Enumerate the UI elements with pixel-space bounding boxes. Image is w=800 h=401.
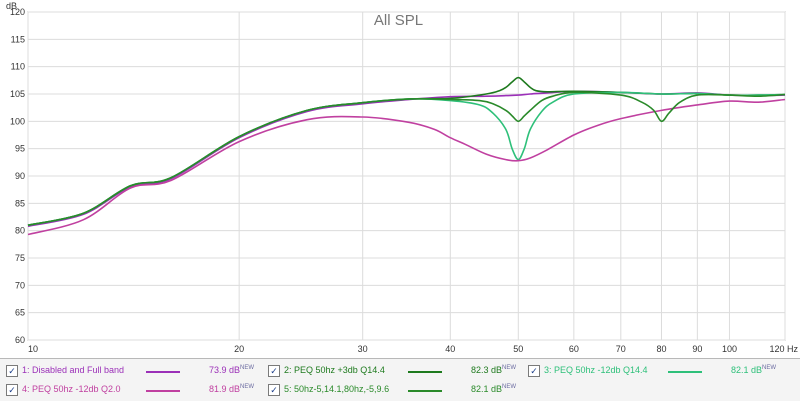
- x-tick-label: 50: [513, 344, 523, 354]
- legend-spl-value: 82.1 dBNEW: [706, 365, 776, 375]
- legend-new-badge: NEW: [762, 365, 776, 371]
- x-tick-label: 20: [234, 344, 244, 354]
- grid: [27, 11, 786, 341]
- x-tick-label: 10: [28, 344, 38, 354]
- y-tick-label: 60: [15, 335, 25, 345]
- x-tick-label: 90: [692, 344, 702, 354]
- legend-new-badge: NEW: [240, 384, 254, 390]
- legend-spl-value: 82.3 dBNEW: [446, 365, 516, 375]
- legend-label: 2: PEQ 50hz +3db Q14.4: [284, 365, 385, 375]
- y-tick-label: 115: [11, 34, 25, 44]
- y-tick-label: 75: [15, 253, 25, 263]
- legend: ✓ 1: Disabled and Full band 73.9 dBNEW ✓ 2: …: [0, 358, 800, 401]
- legend-label: 3: PEQ 50hz -12db Q14.4: [544, 365, 648, 375]
- legend-new-badge: NEW: [502, 365, 516, 371]
- x-tick-label: 120 Hz: [769, 344, 798, 354]
- y-tick-label: 70: [15, 280, 25, 290]
- x-tick-label: 60: [569, 344, 579, 354]
- legend-item-2: ✓ 2: PEQ 50hz +3db Q14.4 82.3 dBNEW: [268, 362, 530, 380]
- y-tick-label: 85: [15, 198, 25, 208]
- legend-swatch: [408, 371, 442, 373]
- legend-label: 4: PEQ 50hz -12db Q2.0: [22, 384, 121, 394]
- legend-item-1: ✓ 1: Disabled and Full band 73.9 dBNEW: [6, 362, 268, 380]
- series-line-4: [27, 98, 786, 236]
- y-tick-label: 95: [15, 144, 25, 154]
- legend-swatch: [146, 390, 180, 392]
- legend-swatch: [408, 390, 442, 392]
- y-tick-labels: 60 65 70 75 80 85 90 95 100 105 110 115 120: [10, 7, 25, 345]
- chart: 60 65 70 75 80 85 90 95 100 105 110 115 120 10 20 30 40…: [6, 1, 798, 354]
- legend-checkbox[interactable]: ✓: [268, 384, 280, 396]
- x-tick-label: 40: [445, 344, 455, 354]
- legend-item-5: ✓ 5: 50hz-5,14.1,80hz,-5,9.6 82.1 dBNEW: [268, 381, 530, 399]
- y-tick-label: 80: [15, 226, 25, 236]
- y-tick-label: 120: [10, 7, 25, 17]
- x-tick-labels: 10 20 30 40 50 60 70 80 90 100 120 Hz: [28, 344, 798, 354]
- legend-spl-number: 73.9 dB: [208, 365, 240, 375]
- y-unit-label: dB: [6, 1, 17, 11]
- x-tick-label: 100: [722, 344, 737, 354]
- y-tick-label: 110: [11, 62, 25, 72]
- chart-title: All SPL: [374, 12, 423, 29]
- legend-new-badge: NEW: [240, 365, 254, 371]
- legend-checkbox[interactable]: ✓: [6, 384, 18, 396]
- legend-checkbox[interactable]: ✓: [6, 365, 18, 377]
- x-tick-label: 70: [616, 344, 626, 354]
- legend-spl-value: 73.9 dBNEW: [184, 365, 254, 375]
- legend-checkbox[interactable]: ✓: [268, 365, 280, 377]
- legend-spl-value: 82.1 dBNEW: [446, 384, 516, 394]
- legend-swatch: [668, 371, 702, 373]
- series-lines: [27, 76, 786, 236]
- legend-spl-number: 82.3 dB: [470, 365, 502, 375]
- series-line-5: [27, 91, 786, 226]
- y-tick-label: 100: [10, 116, 25, 126]
- y-tick-label: 105: [10, 89, 25, 99]
- legend-new-badge: NEW: [502, 384, 516, 390]
- legend-checkbox[interactable]: ✓: [528, 365, 540, 377]
- legend-spl-number: 82.1 dB: [730, 365, 762, 375]
- legend-item-4: ✓ 4: PEQ 50hz -12db Q2.0 81.9 dBNEW: [6, 381, 268, 399]
- legend-label: 1: Disabled and Full band: [22, 365, 125, 375]
- legend-spl-number: 82.1 dB: [470, 384, 502, 394]
- y-tick-label: 90: [15, 171, 25, 181]
- legend-spl-number: 81.9 dB: [208, 384, 240, 394]
- legend-spl-value: 81.9 dBNEW: [184, 384, 254, 394]
- x-tick-label: 30: [358, 344, 368, 354]
- legend-item-3: ✓ 3: PEQ 50hz -12db Q14.4 82.1 dBNEW: [528, 362, 790, 380]
- legend-label: 5: 50hz-5,14.1,80hz,-5,9.6: [284, 384, 390, 394]
- y-tick-label: 65: [15, 308, 25, 318]
- x-tick-label: 80: [656, 344, 666, 354]
- legend-swatch: [146, 371, 180, 373]
